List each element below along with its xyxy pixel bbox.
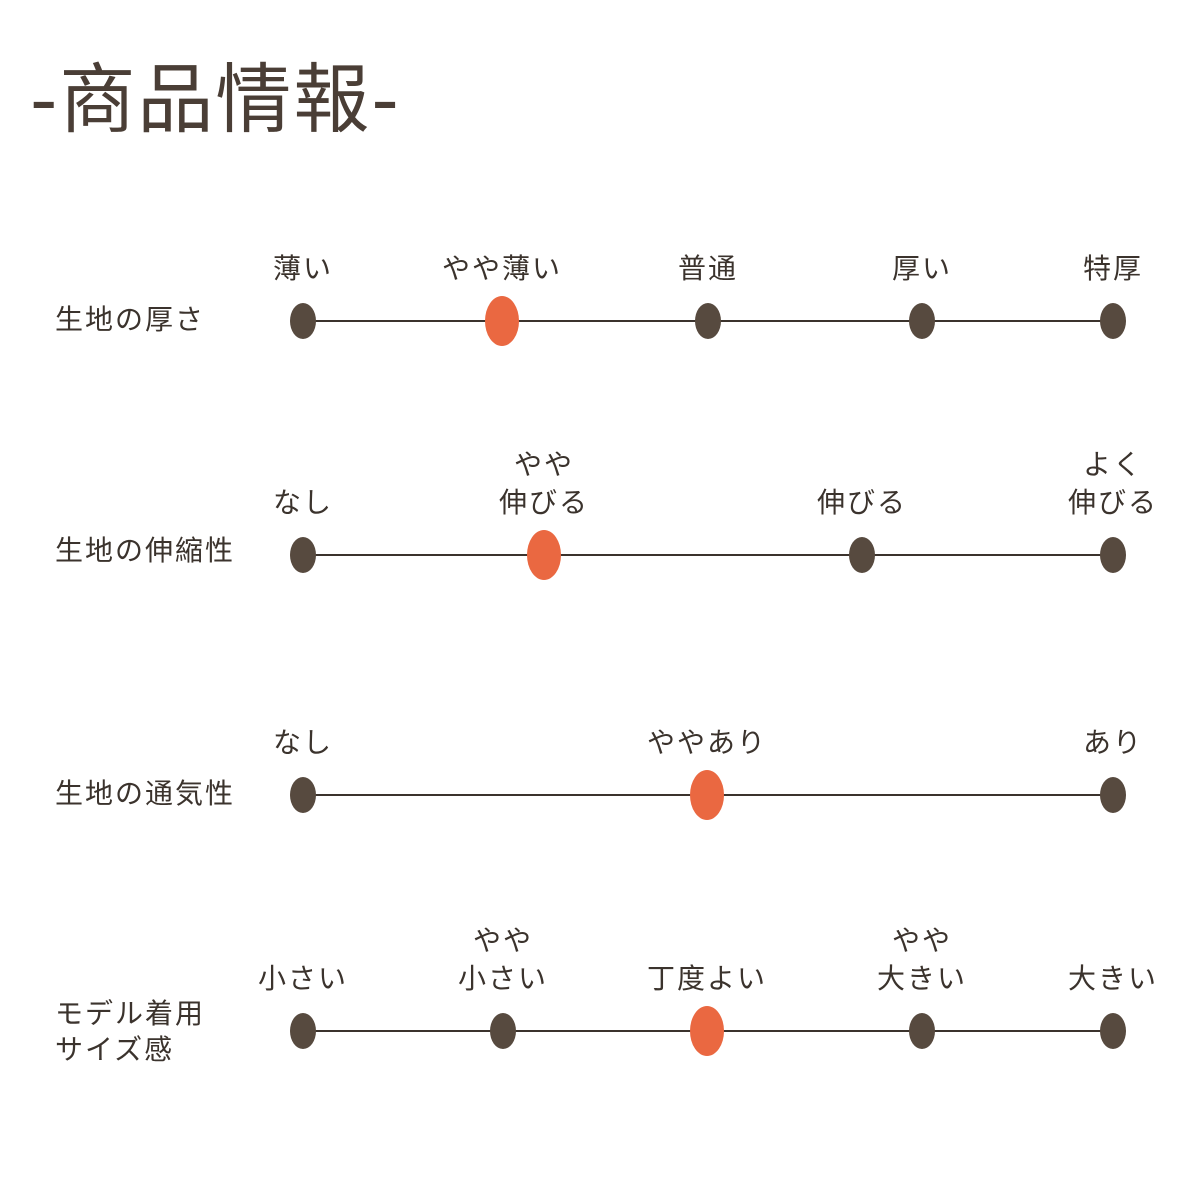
option-label: やや 大きい [877,922,967,998]
option-label: やや 小さい [458,922,548,998]
page-title: -商品情報- [30,55,401,144]
scale-marker [290,537,316,573]
scale-marker [290,303,316,339]
option-label-line: やや薄い [441,252,563,285]
option-label: なし [273,484,333,522]
option-label-line: 厚い [891,252,953,285]
option-label-line: なし [272,486,334,519]
row-label-line: 生地の通気性 [55,777,236,810]
option-label: やや 伸びる [499,446,589,522]
scale-marker [490,1013,516,1049]
option-label-line: あり [1082,726,1144,759]
option-label-line: 特厚 [1082,252,1144,285]
row-label-line: サイズ感 [55,1033,175,1066]
row-label-line: 生地の伸縮性 [55,534,236,567]
selected-marker [485,296,519,346]
row-label: 生地の通気性 [55,776,235,812]
scale-marker [1100,1013,1126,1049]
option-label-line: 丁度よい [646,962,768,995]
option-label: なし [273,724,333,762]
option-label: 大きい [1068,960,1158,998]
option-label: あり [1083,724,1143,762]
option-label: 小さい [258,960,348,998]
row-label: 生地の伸縮性 [55,533,235,569]
option-label-line: 小さい [257,962,349,995]
option-label: 特厚 [1083,250,1143,288]
option-label: 丁度よい [647,960,767,998]
scale-marker [909,303,935,339]
option-label: ややあり [647,724,767,762]
selected-marker [690,1006,724,1056]
row-label: モデル着用 サイズ感 [55,996,205,1068]
option-label-line: ややあり [646,726,768,759]
option-label-line: やや [513,448,575,481]
option-label-line: 伸びる [498,486,590,519]
scale-line [303,554,1113,556]
option-label: 伸びる [817,484,907,522]
option-label-line: やや [472,924,534,957]
option-label-line: 小さい [457,962,549,995]
option-label: よく 伸びる [1068,446,1158,522]
row-label-line: 生地の厚さ [55,303,206,336]
option-label: 厚い [892,250,952,288]
scale-marker [909,1013,935,1049]
option-label-line: 薄い [272,252,334,285]
option-label-line: やや [891,924,953,957]
scale-marker [1100,777,1126,813]
option-label-line: なし [272,726,334,759]
row-label: 生地の厚さ [55,302,205,338]
scale-marker [849,537,875,573]
scale-marker [695,303,721,339]
option-label-line: よく [1082,448,1144,481]
selected-marker [527,530,561,580]
scale-marker [290,777,316,813]
option-label: やや薄い [442,250,562,288]
option-label-line: 伸びる [1067,486,1159,519]
option-label: 薄い [273,250,333,288]
option-label-line: 大きい [1067,962,1159,995]
selected-marker [690,770,724,820]
option-label-line: 普通 [677,252,739,285]
scale-marker [1100,303,1126,339]
row-label-line: モデル着用 [55,997,206,1030]
option-label-line: 伸びる [816,486,908,519]
option-label: 普通 [678,250,738,288]
scale-marker [1100,537,1126,573]
scale-marker [290,1013,316,1049]
option-label-line: 大きい [876,962,968,995]
